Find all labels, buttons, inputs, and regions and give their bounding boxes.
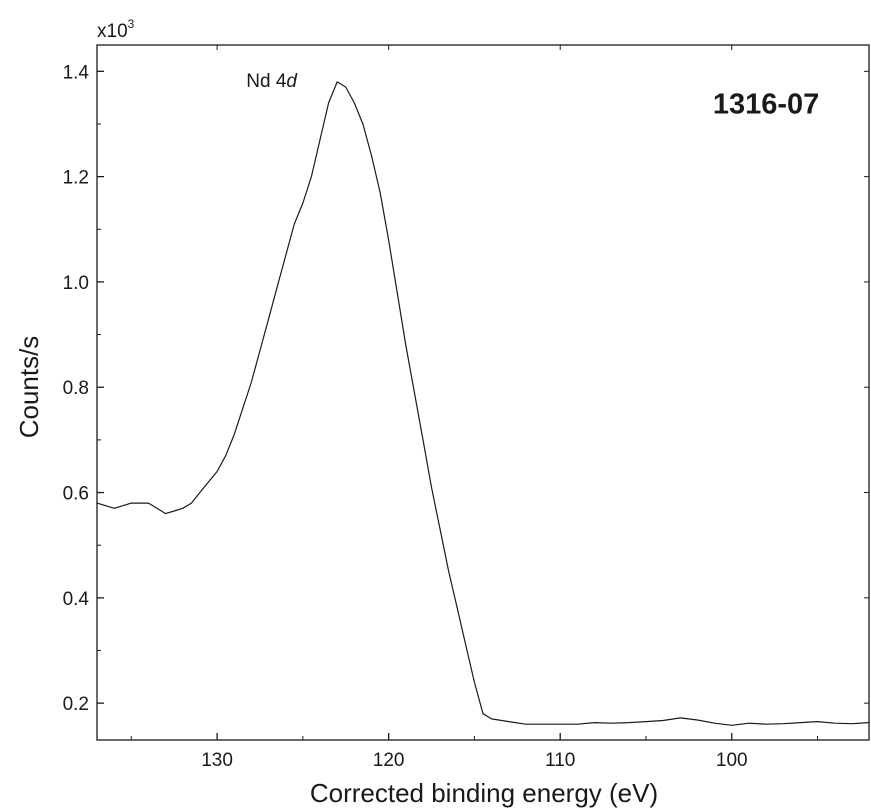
x-tick-label: 130 [201, 750, 233, 771]
axis-ticks [97, 45, 869, 740]
y-tick-label: 0.8 [63, 378, 89, 399]
y-tick-label: 1.0 [63, 273, 89, 294]
y-tick-label: 0.4 [63, 589, 90, 610]
y-axis-multiplier: x103 [97, 17, 135, 42]
y-tick-label: 1.2 [63, 168, 89, 189]
x-tick-label: 100 [716, 750, 748, 771]
x-tick-label: 110 [545, 750, 575, 771]
x-axis-title: Corrected binding energy (eV) [310, 778, 658, 808]
plot-border [96, 44, 870, 741]
x-tick-label: 120 [373, 750, 405, 771]
plot-frame [96, 44, 870, 741]
y-tick-label: 0.6 [63, 484, 89, 505]
series-layer [96, 81, 870, 726]
y-tick-label: 0.2 [63, 694, 89, 715]
axis-tick-labels: 130 120 110 100 0.2 0.4 0.6 0.8 1.0 1.2 1.4 [63, 62, 748, 771]
peak-annotation: Nd 4d [246, 71, 298, 92]
y-axis-title: Counts/s [14, 336, 44, 439]
sample-id-label: 1316-07 [713, 88, 819, 120]
y-tick-label: 1.4 [63, 62, 90, 83]
spectrum-line [96, 81, 870, 726]
